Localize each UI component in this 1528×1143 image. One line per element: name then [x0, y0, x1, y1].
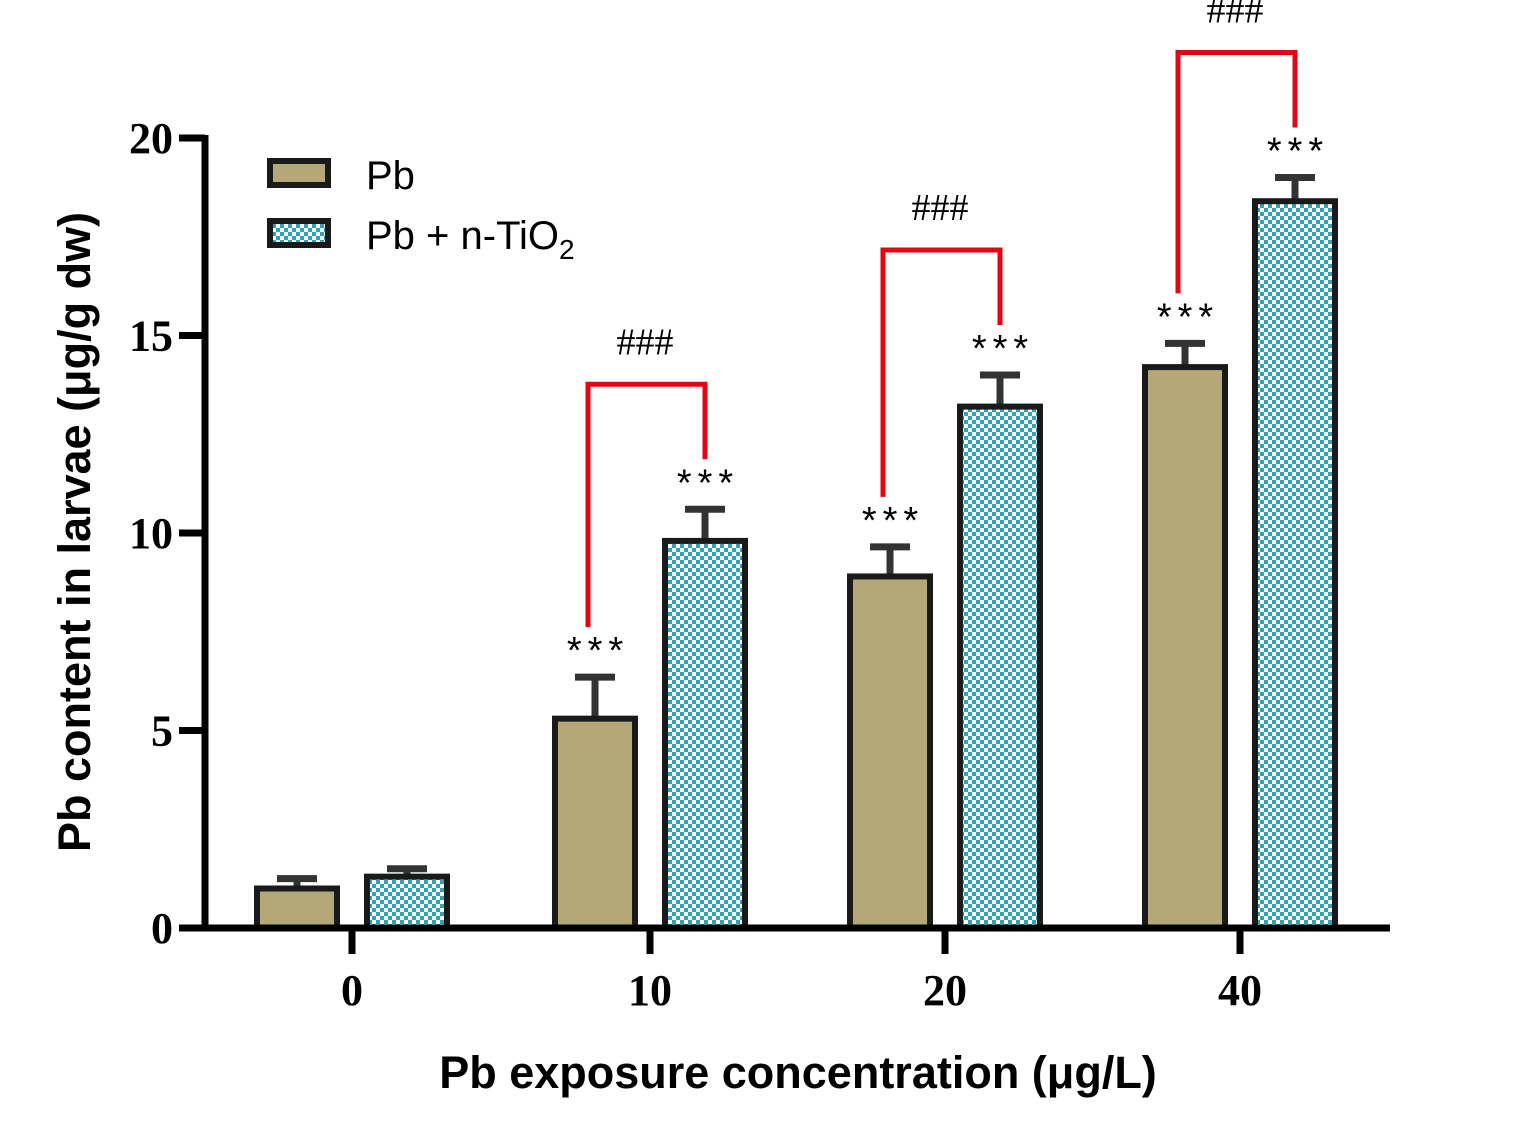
significance-label: *** [1267, 131, 1329, 173]
bar [364, 873, 450, 932]
comparison-label: ### [617, 321, 674, 363]
bar [1252, 198, 1338, 931]
y-tick-label: 0 [151, 904, 173, 953]
legend-label: Pb + n-TiO2 [366, 214, 575, 265]
axes-layer: 0 5 10 15 20 0 10 20 40 [129, 114, 1390, 1015]
bar [662, 537, 748, 932]
bar [957, 403, 1043, 932]
legend-swatch [267, 218, 331, 248]
x-tick-label: 20 [923, 966, 967, 1015]
comparison-bracket [1175, 50, 1298, 294]
legend-label-subscript: 2 [559, 234, 575, 265]
y-tick-label: 20 [129, 114, 173, 163]
x-tick-label: 0 [341, 966, 363, 1015]
bars-layer [254, 174, 1338, 932]
x-tick-label: 10 [628, 966, 672, 1015]
significance-label: *** [862, 500, 924, 542]
comparison-label: ### [1207, 0, 1264, 32]
x-axis-title: Pb exposure concentration (μg/L) [439, 1047, 1157, 1098]
significance-label: *** [567, 630, 629, 672]
comparison-bracket [880, 247, 1003, 497]
x-tick-label: 40 [1218, 966, 1262, 1015]
y-axis-title: Pb content in larvae (μg/g dw) [49, 212, 100, 852]
bar [847, 573, 933, 931]
y-tick-label: 15 [129, 312, 173, 361]
legend-label: Pb [366, 154, 415, 198]
annotations-layer: *** *** *** *** *** *** ### ### ### [567, 0, 1329, 672]
significance-label: *** [677, 462, 739, 504]
comparison-label: ### [912, 187, 969, 229]
bar [254, 885, 340, 931]
significance-label: *** [972, 328, 1034, 370]
legend: Pb Pb + n-TiO2 [267, 154, 575, 265]
significance-label: *** [1157, 296, 1219, 338]
y-tick-label: 10 [129, 509, 173, 558]
bar [552, 715, 638, 932]
y-tick-label: 5 [151, 707, 173, 756]
bar [1142, 364, 1228, 932]
legend-swatch [267, 158, 331, 188]
comparison-bracket [585, 381, 708, 628]
